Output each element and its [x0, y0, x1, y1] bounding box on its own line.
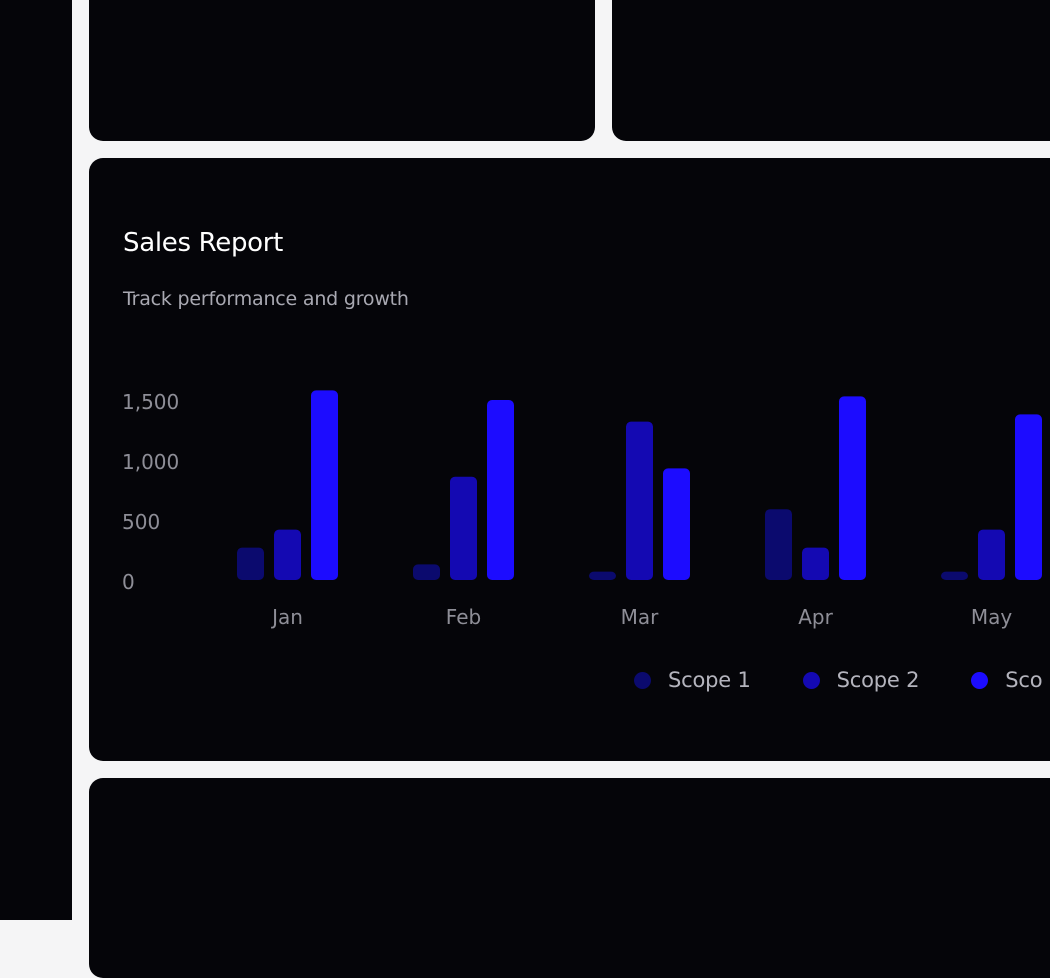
legend-dot-scope-1	[634, 671, 651, 689]
legend-label-scope-1: Scope 1	[668, 668, 751, 692]
left-sidebar	[0, 0, 72, 920]
bar-jan-scope-3[interactable]	[311, 390, 338, 580]
legend-label-scope-2: Scope 2	[836, 668, 920, 692]
bar-apr-scope-2[interactable]	[802, 547, 829, 580]
chart-title: Sales Report	[123, 228, 284, 258]
bar-apr-scope-3[interactable]	[839, 396, 866, 580]
bar-feb-scope-2[interactable]	[450, 476, 477, 580]
sales-report-card	[89, 158, 1050, 761]
y-tick-label: 1,500	[122, 390, 179, 414]
bar-mar-scope-2[interactable]	[626, 421, 653, 580]
x-tick-label: May	[971, 605, 1013, 629]
bar-feb-scope-1[interactable]	[413, 564, 440, 580]
legend-item-scope-1[interactable]: Scope 1	[634, 668, 751, 692]
chart-legend: Scope 1 Scope 2 Sco	[634, 668, 1050, 692]
bar-jan-scope-1[interactable]	[237, 547, 264, 580]
legend-label-scope-3: Sco	[1005, 668, 1043, 692]
x-tick-label: Apr	[798, 605, 833, 629]
bar-may-scope-2[interactable]	[978, 529, 1005, 580]
bar-mar-scope-3[interactable]	[663, 468, 690, 580]
legend-item-scope-3[interactable]: Sco	[971, 668, 1043, 692]
bar-jan-scope-2[interactable]	[274, 529, 301, 580]
chart-subtitle: Track performance and growth	[123, 288, 409, 310]
legend-dot-scope-3	[971, 671, 989, 689]
legend-dot-scope-2	[802, 671, 820, 689]
bar-may-scope-3[interactable]	[1015, 414, 1042, 580]
bar-feb-scope-3[interactable]	[487, 400, 514, 580]
bar-mar-scope-1[interactable]	[589, 571, 616, 580]
top-right-card	[612, 0, 1050, 141]
sales-bar-chart: 0 500 1,000 1,500 Jan Feb Mar Apr May	[122, 390, 1042, 629]
x-tick-label: Jan	[270, 605, 303, 629]
bar-apr-scope-1[interactable]	[765, 509, 792, 580]
y-tick-label: 0	[122, 570, 135, 594]
bar-may-scope-1[interactable]	[941, 571, 968, 580]
top-left-card	[89, 0, 595, 141]
y-tick-label: 1,000	[122, 450, 179, 474]
y-tick-label: 500	[122, 510, 160, 534]
legend-item-scope-2[interactable]: Scope 2	[802, 668, 920, 692]
x-tick-label: Feb	[446, 605, 481, 629]
x-tick-label: Mar	[621, 605, 660, 629]
